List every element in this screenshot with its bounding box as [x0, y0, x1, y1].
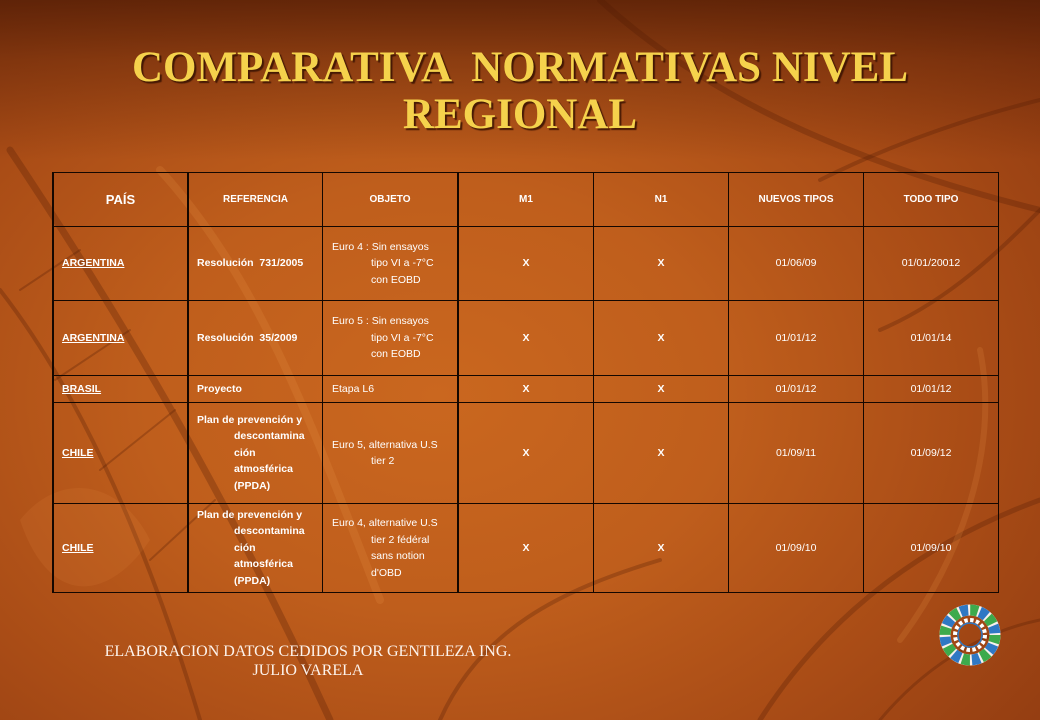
new-types-date: 01/06/09	[728, 226, 864, 301]
reference-text: atmosférica	[234, 463, 293, 476]
objective-text: tier 2	[371, 455, 395, 467]
table-row: CHILE Plan de prevención y descontamina …	[52, 402, 999, 504]
reference-cell: Plan de prevención y descontamina ción a…	[187, 402, 323, 504]
column-header-objeto: OBJETO	[322, 172, 459, 227]
objective-cell: Euro 4, alternative U.S tier 2 fédéral s…	[322, 503, 459, 593]
country-cell: CHILE	[52, 503, 189, 593]
country-link[interactable]: CHILE	[62, 446, 94, 459]
column-header-referencia: REFERENCIA	[187, 172, 323, 227]
objective-text: d'OBD	[371, 566, 402, 579]
table-body: ARGENTINA Resolución 731/2005 Euro 4 : S…	[52, 226, 999, 593]
table-row: ARGENTINA Resolución 35/2009 Euro 5 : Si…	[52, 300, 999, 376]
objective-text: Euro 4, alternative U.S	[332, 517, 438, 529]
new-types-date: 01/01/12	[728, 375, 864, 403]
all-types-date: 01/01/20012	[863, 226, 999, 301]
country-cell: CHILE	[52, 402, 189, 504]
all-types-date: 01/09/12	[863, 402, 999, 504]
reference-cell: Resolución 731/2005	[187, 226, 323, 301]
table-head: PAÍS REFERENCIA OBJETO M1 N1 NUEVOS TIPO…	[52, 172, 999, 227]
objective-text: Euro 4 : Sin ensayos	[332, 240, 429, 253]
m1-mark: X	[457, 375, 594, 403]
m1-mark: X	[457, 300, 594, 376]
objective-cell: Euro 4 : Sin ensayos tipo VI a -7°C con …	[322, 226, 459, 301]
source-credit: ELABORACION DATOS CEDIDOS POR GENTILEZA …	[104, 643, 512, 679]
n1-mark: X	[593, 375, 729, 403]
country-link[interactable]: CHILE	[62, 541, 94, 554]
country-cell: ARGENTINA	[52, 226, 189, 301]
column-header-nuevos-tipos: NUEVOS TIPOS	[728, 172, 864, 227]
reference-text: (PPDA)	[234, 479, 271, 492]
reference-text: (PPDA)	[234, 574, 271, 587]
n1-mark: X	[593, 300, 729, 376]
logo-ring-base	[939, 604, 1001, 666]
new-types-date: 01/09/11	[728, 402, 864, 504]
reference-text: atmosférica	[234, 558, 293, 571]
reference-text: descontamina	[234, 430, 305, 443]
objective-cell: Euro 5, alternativa U.S tier 2	[322, 402, 459, 504]
objective-text: con EOBD	[371, 348, 421, 361]
objective-text: con EOBD	[371, 273, 421, 286]
country-cell: BRASIL	[52, 375, 189, 403]
column-header-m1: M1	[457, 172, 594, 227]
country-link[interactable]: BRASIL	[62, 382, 102, 395]
reference-text: descontamina	[234, 525, 305, 538]
objective-text: sans notion	[371, 550, 425, 562]
n1-mark: X	[593, 226, 729, 301]
header-row: PAÍS REFERENCIA OBJETO M1 N1 NUEVOS TIPO…	[52, 172, 999, 227]
reference-text: ción	[234, 541, 256, 554]
table-row: CHILE Plan de prevención y descontamina …	[52, 503, 999, 593]
reference-cell: Proyecto	[187, 375, 323, 403]
regulations-comparison-table: PAÍS REFERENCIA OBJETO M1 N1 NUEVOS TIPO…	[52, 172, 999, 593]
country-cell: ARGENTINA	[52, 300, 189, 376]
objective-text: Euro 5 : Sin ensayos	[332, 315, 429, 328]
reference-text: Proyecto	[197, 382, 242, 395]
reference-text: ción	[234, 446, 256, 459]
reference-text: Resolución 731/2005	[197, 257, 304, 270]
reference-cell: Resolución 35/2009	[187, 300, 323, 376]
people-ring-logo-icon	[939, 604, 1001, 666]
objective-cell: Euro 5 : Sin ensayos tipo VI a -7°C con …	[322, 300, 459, 376]
all-types-date: 01/01/14	[863, 300, 999, 376]
logo-figures-green	[939, 604, 1001, 666]
country-link[interactable]: ARGENTINA	[62, 257, 125, 270]
logo-inner-hands	[953, 618, 987, 652]
objective-text: tier 2 fédéral	[371, 533, 430, 546]
column-header-todo-tipo: TODO TIPO	[863, 172, 999, 227]
column-header-pais: PAÍS	[52, 172, 189, 227]
country-link[interactable]: ARGENTINA	[62, 331, 125, 344]
m1-mark: X	[457, 402, 594, 504]
column-header-n1: N1	[593, 172, 729, 227]
slide-title: COMPARATIVA NORMATIVAS NIVEL REGIONAL	[131, 44, 919, 138]
table-row: ARGENTINA Resolución 731/2005 Euro 4 : S…	[52, 226, 999, 301]
n1-mark: X	[593, 503, 729, 593]
logo	[938, 603, 1002, 667]
all-types-date: 01/09/10	[863, 503, 999, 593]
objective-text: tipo VI a -7°C	[371, 331, 434, 344]
objective-text: Etapa L6	[332, 382, 375, 395]
reference-text: Resolución 35/2009	[197, 331, 298, 344]
new-types-date: 01/01/12	[728, 300, 864, 376]
objective-text: Euro 5, alternativa U.S	[332, 438, 438, 451]
reference-text: Plan de prevención y	[197, 413, 303, 426]
objective-text: tipo VI a -7°C	[371, 257, 434, 270]
reference-text: Plan de prevención y	[197, 508, 303, 521]
n1-mark: X	[593, 402, 729, 504]
new-types-date: 01/09/10	[728, 503, 864, 593]
table-row: BRASIL Proyecto Etapa L6 X X 01/01/12 01…	[52, 375, 999, 403]
m1-mark: X	[457, 226, 594, 301]
m1-mark: X	[457, 503, 594, 593]
all-types-date: 01/01/12	[863, 375, 999, 403]
logo-inner-ring	[957, 622, 983, 648]
reference-cell: Plan de prevención y descontamina ción a…	[187, 503, 323, 593]
objective-cell: Etapa L6	[322, 375, 459, 403]
